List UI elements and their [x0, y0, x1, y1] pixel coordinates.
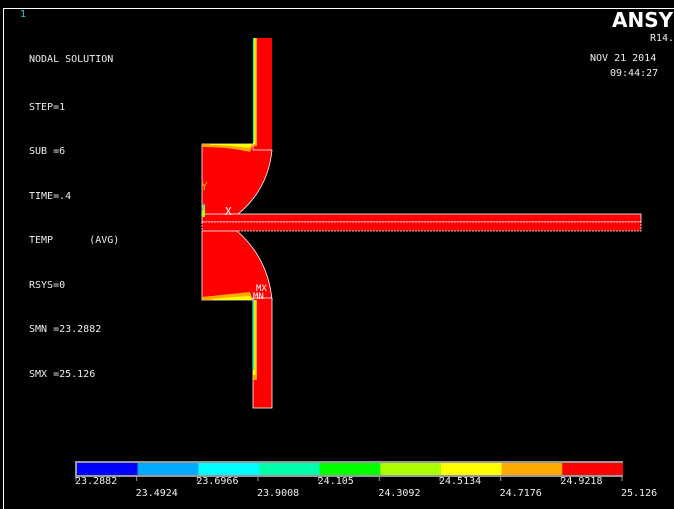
upper-arm	[253, 38, 272, 150]
info-rsys: RSYS=0	[29, 279, 66, 291]
legend-label: 24.9218	[560, 476, 603, 487]
legend-label: 25.126	[621, 488, 658, 499]
info-smn: SMN =23.2882	[29, 324, 102, 335]
color-legend	[75, 461, 623, 481]
legend-label: 24.105	[317, 476, 354, 487]
legend-label: 23.2882	[75, 476, 118, 487]
graphics-window-frame	[3, 8, 674, 509]
info-sub: SUB =6	[29, 146, 66, 157]
info-step: STEP=1	[29, 101, 66, 113]
rod-upper	[201, 213, 642, 223]
solution-info: NODAL SOLUTION STEP=1 SUB =6 TIME=.4 TEM…	[29, 24, 119, 398]
y-axis-label: Y	[201, 180, 208, 193]
legend-swatch	[501, 463, 563, 475]
x-axis-label: X	[225, 205, 232, 218]
info-time: TIME=.4	[29, 190, 72, 202]
legend-label: 24.3092	[378, 488, 421, 499]
legend-label: 23.4924	[135, 488, 178, 499]
legend-swatch	[441, 463, 502, 475]
info-smx: SMX =25.126	[29, 368, 96, 380]
lower-arm	[252, 297, 273, 409]
info-temp: TEMP (AVG)	[29, 235, 120, 246]
legend-swatch	[77, 463, 138, 475]
legend-swatch	[380, 463, 441, 475]
date: NOV 21 2014	[590, 53, 657, 64]
ansys-logo: ANSYS	[612, 8, 674, 32]
version: R14.5	[650, 33, 674, 44]
legend-swatch	[259, 463, 320, 475]
min-marker: MN	[253, 292, 264, 302]
legend-swatch	[319, 463, 381, 475]
legend-label: 23.6966	[196, 476, 239, 487]
legend-swatch	[562, 463, 623, 475]
time: 09:44:27	[610, 68, 659, 79]
legend-label: 24.7176	[499, 488, 542, 499]
legend-swatch	[137, 463, 199, 475]
window-number: 1	[20, 9, 27, 20]
rod-lower	[201, 221, 642, 232]
info-title: NODAL SOLUTION	[29, 54, 114, 65]
legend-label: 23.9008	[257, 488, 300, 499]
max-marker: MX	[256, 284, 267, 294]
upper-block	[201, 143, 273, 216]
legend-label: 24.5134	[439, 476, 482, 487]
z-axis-label: Z	[201, 203, 206, 212]
legend-swatch	[198, 463, 259, 475]
